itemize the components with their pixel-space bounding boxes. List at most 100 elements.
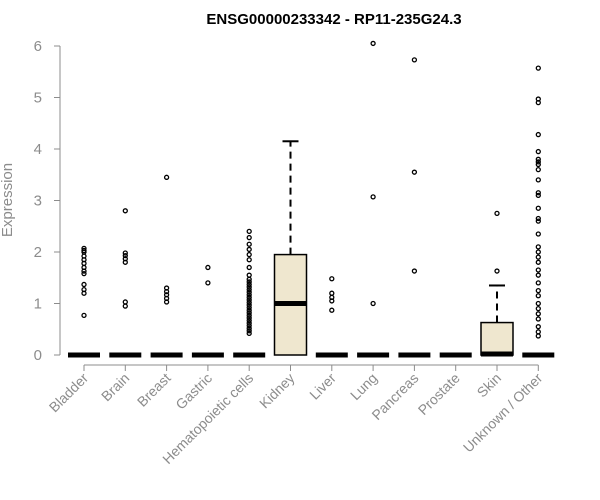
- outlier-point: [329, 290, 335, 296]
- outlier-point: [163, 285, 170, 291]
- outlier-point: [246, 307, 252, 313]
- outlier-point: [494, 210, 500, 217]
- box-brain: [109, 208, 142, 358]
- x-tick-label: Skin: [474, 370, 505, 401]
- outlier-point: [246, 312, 252, 318]
- box-skin: [480, 210, 514, 357]
- y-tick-label: 5: [34, 90, 42, 107]
- outlier-point: [246, 297, 252, 303]
- outlier-point: [535, 259, 541, 265]
- outlier-point: [246, 284, 252, 290]
- outlier-point: [205, 264, 211, 271]
- outlier-point: [81, 264, 87, 271]
- outlier-point: [411, 57, 418, 63]
- outlier-point: [535, 254, 541, 260]
- outlier-point: [370, 300, 376, 307]
- outlier-point: [535, 65, 541, 71]
- outlier-point: [246, 302, 252, 308]
- outlier-point: [246, 325, 252, 331]
- y-tick-label: 2: [34, 244, 42, 261]
- outlier-point: [535, 329, 541, 335]
- box-unknown-other: [522, 65, 555, 358]
- outlier-point: [122, 256, 128, 262]
- y-tick-label: 3: [34, 193, 42, 210]
- y-tick-label: 6: [34, 38, 42, 55]
- chart-title: ENSG00000233342 - RP11-235G24.3: [206, 11, 461, 28]
- x-tick-label: Breast: [134, 370, 174, 410]
- outlier-point: [535, 190, 541, 196]
- outlier-point: [535, 148, 541, 155]
- box-kidney: [273, 140, 308, 356]
- outlier-point: [246, 281, 252, 288]
- outlier-point: [246, 304, 252, 311]
- outlier-point: [370, 194, 376, 200]
- outlier-point: [246, 322, 252, 329]
- box-bladder: [68, 245, 100, 358]
- outlier-point: [535, 205, 541, 211]
- outlier-point: [246, 315, 252, 321]
- outlier-point: [535, 333, 541, 339]
- outlier-point: [122, 303, 128, 309]
- outlier-point: [535, 311, 541, 317]
- outlier-point: [535, 249, 541, 255]
- outlier-point: [81, 312, 87, 318]
- outlier-point: [535, 267, 541, 273]
- outlier-point: [535, 293, 541, 299]
- outlier-point: [246, 289, 252, 295]
- outlier-point: [81, 247, 87, 254]
- outlier-point: [246, 228, 252, 235]
- outlier-point: [535, 305, 541, 312]
- outlier-point: [246, 251, 252, 258]
- outlier-point: [81, 286, 87, 293]
- outlier-point: [246, 279, 252, 285]
- x-tick-label: Brain: [98, 370, 132, 404]
- outlier-point: [81, 245, 87, 252]
- x-tick-label: Lung: [347, 370, 380, 403]
- outlier-point: [535, 231, 541, 237]
- y-axis: 0 1 2 3 4 5 6: [34, 38, 61, 364]
- outlier-point: [246, 246, 252, 253]
- outlier-point: [535, 192, 541, 199]
- box-breast: [150, 174, 183, 358]
- outlier-point: [246, 299, 252, 306]
- outlier-point: [535, 300, 541, 307]
- outlier-point: [81, 253, 87, 259]
- outlier-point: [122, 299, 128, 305]
- outlier-point: [535, 215, 541, 222]
- outlier-point: [81, 270, 87, 277]
- outlier-point: [535, 316, 541, 322]
- y-tick-label: 0: [34, 347, 42, 364]
- box-hematopoietic-cells: [233, 228, 266, 358]
- outlier-point: [370, 40, 376, 47]
- outlier-point: [411, 169, 418, 175]
- y-axis-label: Expression: [0, 163, 16, 237]
- outlier-point: [535, 131, 541, 138]
- outlier-point: [205, 280, 211, 286]
- outlier-point: [246, 330, 252, 337]
- outlier-point: [246, 294, 252, 300]
- y-tick-label: 4: [34, 141, 42, 158]
- outlier-point: [494, 268, 500, 274]
- x-tick-label: Bladder: [46, 370, 92, 416]
- box-lung: [357, 40, 390, 358]
- box-iqr: [480, 321, 514, 356]
- outlier-point: [246, 241, 252, 247]
- outlier-point: [246, 310, 252, 316]
- box-pancreas: [398, 57, 431, 358]
- outlier-point: [535, 280, 541, 286]
- outlier-point: [122, 208, 128, 214]
- outlier-point: [535, 161, 541, 168]
- outlier-point: [81, 281, 87, 288]
- outlier-point: [535, 272, 541, 278]
- outlier-point: [246, 264, 252, 271]
- outlier-point: [122, 250, 128, 256]
- x-tick-label: Liver: [306, 370, 339, 403]
- outlier-point: [535, 156, 541, 162]
- outlier-point: [246, 234, 252, 241]
- outlier-point: [329, 307, 335, 313]
- outlier-point: [411, 268, 418, 274]
- outlier-point: [535, 96, 541, 102]
- box-group: [68, 40, 555, 358]
